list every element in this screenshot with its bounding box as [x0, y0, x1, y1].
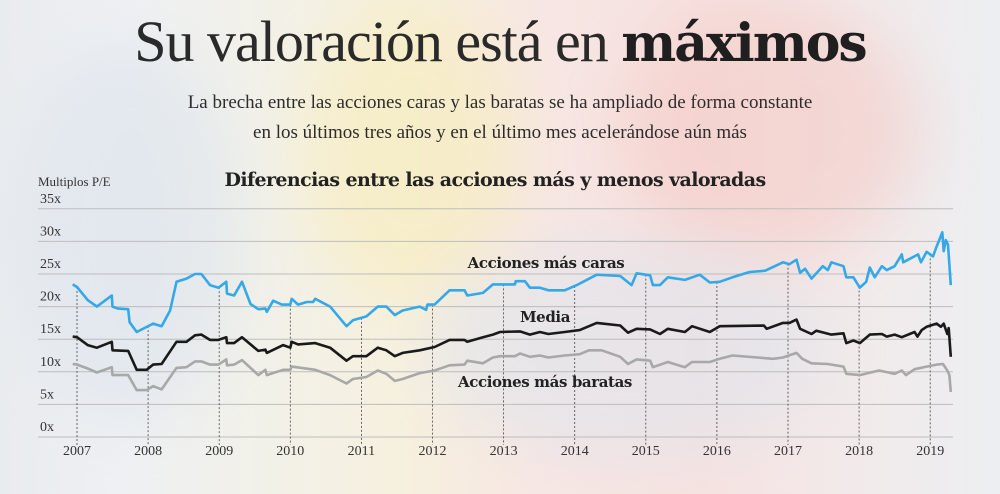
x-tick-label: 2007	[63, 444, 91, 459]
page-title: Su valoración está en máximos	[0, 8, 1000, 75]
y-tick-label: 30x	[40, 224, 61, 239]
y-tick-label: 15x	[40, 322, 61, 337]
series-line-media	[72, 318, 953, 372]
background-photo-blob	[620, 0, 920, 260]
y-axis-ticks: 0x 5x 10x 15x 20x 25x 30x 35x	[40, 192, 61, 435]
x-tick-label: 2019	[916, 444, 944, 459]
x-tick-label: 2018	[845, 444, 873, 459]
x-tick-label: 2014	[561, 444, 589, 459]
x-tick-label: 2009	[205, 444, 233, 459]
y-tick-label: 10x	[40, 355, 61, 370]
y-tick-label: 20x	[40, 290, 61, 305]
label-acciones-mas-baratas: Acciones más baratas	[457, 373, 632, 391]
x-axis-ticks: 2007 2008 2009 2010 2011 2012 2013 2014 2015 2016…	[63, 444, 944, 459]
y-tick-label: 0x	[40, 420, 54, 435]
x-tick-label: 2011	[348, 444, 375, 459]
x-tick-label: 2008	[134, 444, 162, 459]
title-light: Su valoración está en	[134, 9, 622, 74]
x-tick-label: 2012	[419, 444, 447, 459]
subtitle-line-2: en los últimos tres años y en el último …	[253, 122, 747, 143]
label-acciones-mas-caras: Acciones más caras	[467, 254, 625, 272]
series-lines	[72, 231, 953, 393]
y-axis-label: Multiplos P/E	[38, 174, 111, 189]
x-tick-label: 2017	[774, 444, 802, 459]
x-tick-label: 2015	[632, 444, 660, 459]
title-bold: máximos	[621, 13, 867, 74]
gridlines	[38, 208, 953, 438]
x-tick-label: 2016	[703, 444, 731, 459]
background-photo-blob	[300, 0, 520, 300]
series-line-baratas	[72, 349, 953, 393]
x-tick-label: 2013	[490, 444, 518, 459]
chart-title: Diferencias entre las acciones más y men…	[224, 169, 765, 191]
x-tick-label: 2010	[276, 444, 304, 459]
background-photo-blob	[430, 240, 830, 460]
year-marker-lines	[76, 254, 931, 445]
subtitle-line-1: La brecha entre las acciones caras y las…	[187, 92, 813, 113]
y-tick-label: 5x	[40, 387, 54, 402]
y-tick-label: 35x	[40, 192, 61, 207]
label-media: Media	[520, 308, 571, 326]
y-tick-label: 25x	[40, 257, 61, 272]
series-line-caras	[72, 231, 953, 334]
